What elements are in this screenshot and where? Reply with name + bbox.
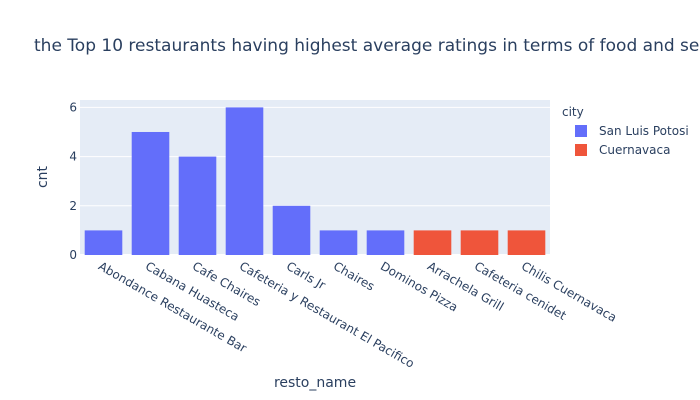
bar	[319, 230, 358, 255]
bar	[225, 107, 264, 255]
legend-swatch	[575, 125, 587, 137]
bar	[178, 156, 217, 255]
x-tick-label: Chaires	[331, 259, 377, 294]
bar	[131, 131, 170, 255]
bars	[84, 107, 546, 255]
y-axis-title: cnt	[35, 165, 51, 188]
bar	[366, 230, 405, 255]
y-tick-label: 2	[69, 199, 77, 213]
chart-title: the Top 10 restaurants having highest av…	[34, 36, 700, 56]
y-tick-label: 0	[69, 248, 77, 262]
legend: city San Luis Potosi Cuernavaca	[562, 105, 689, 157]
y-tick-label: 6	[69, 100, 77, 114]
legend-label: Cuernavaca	[599, 143, 670, 157]
bar	[507, 230, 546, 255]
y-tick-label: 4	[69, 150, 77, 164]
bar	[460, 230, 499, 255]
legend-items: San Luis Potosi Cuernavaca	[575, 124, 689, 157]
legend-title: city	[562, 105, 584, 119]
bar	[413, 230, 452, 255]
bar	[272, 205, 311, 255]
x-axis-title: resto_name	[274, 375, 356, 391]
bar	[84, 230, 123, 255]
y-axis-ticks: 0 2 4 6	[69, 100, 77, 262]
legend-label: San Luis Potosi	[599, 124, 689, 138]
legend-swatch	[575, 144, 587, 156]
